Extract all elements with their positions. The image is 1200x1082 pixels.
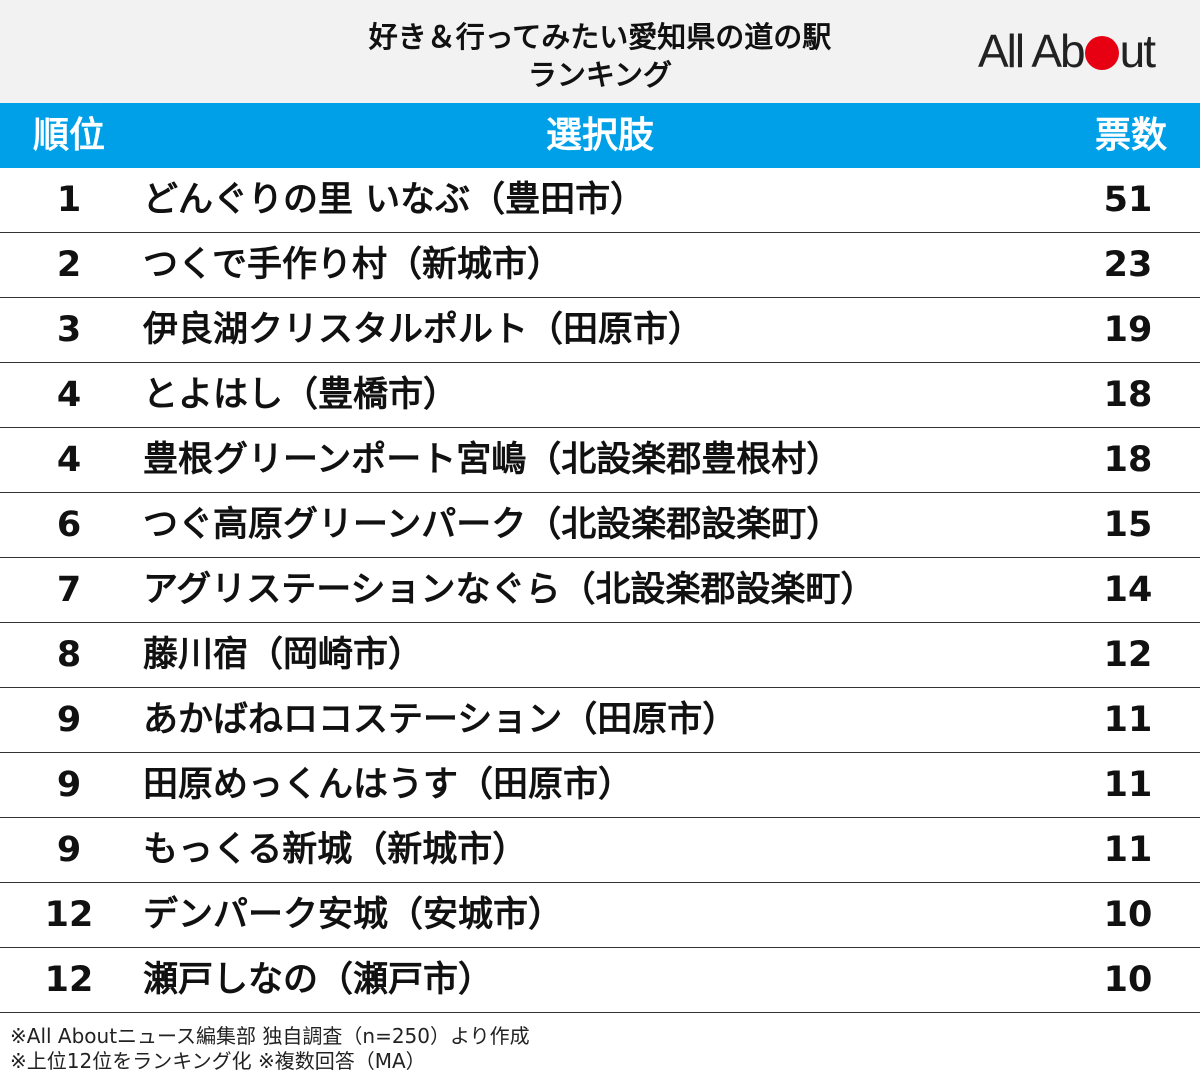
choice-cell: アグリステーションなぐら（北設楽郡設楽町） [143, 570, 876, 610]
rank-cell: 4 [56, 375, 82, 415]
votes-cell: 11 [1103, 700, 1153, 740]
votes-cell: 23 [1103, 245, 1153, 285]
choice-cell: 田原めっくんはうす（田原市） [143, 765, 634, 805]
rank-cell: 8 [56, 635, 82, 675]
logo-text-left: All Ab [978, 25, 1086, 77]
table-row: 6 つぐ高原グリーンパーク（北設楽郡設楽町） 15 [0, 493, 1200, 558]
choice-cell: もっくる新城（新城市） [143, 830, 528, 870]
choice-cell: 伊良湖クリスタルポルト（田原市） [143, 310, 704, 350]
figure-header: 好き＆行ってみたい愛知県の道の駅 ランキング All Ab ut [0, 0, 1200, 103]
votes-cell: 15 [1103, 505, 1153, 545]
table-body: 1 どんぐりの里 いなぶ（豊田市） 51 2 つくで手作り村（新城市） 23 3 伊良湖クリス… [0, 168, 1200, 1013]
table-row: 2 つくで手作り村（新城市） 23 [0, 233, 1200, 298]
rank-cell: 4 [56, 440, 82, 480]
rank-cell: 7 [56, 570, 82, 610]
title-line-1: 好き＆行ってみたい愛知県の道の駅 [368, 20, 832, 54]
table-row: 1 どんぐりの里 いなぶ（豊田市） 51 [0, 168, 1200, 233]
choice-cell: どんぐりの里 いなぶ（豊田市） [143, 180, 646, 220]
allabout-logo: All Ab ut [978, 25, 1156, 77]
table-header: 順位 選択肢 票数 [0, 103, 1200, 168]
title-line-2: ランキング [527, 58, 673, 92]
footnote-2: ※上位12位をランキング化 ※複数回答（MA） [10, 1049, 426, 1073]
choice-cell: つくで手作り村（新城市） [143, 245, 562, 285]
table-row: 9 あかばねロコステーション（田原市） 11 [0, 688, 1200, 753]
rank-cell: 1 [56, 180, 82, 220]
table-row: 7 アグリステーションなぐら（北設楽郡設楽町） 14 [0, 558, 1200, 623]
table-row: 9 田原めっくんはうす（田原市） 11 [0, 753, 1200, 818]
rank-cell: 9 [56, 700, 82, 740]
votes-cell: 14 [1103, 570, 1153, 610]
rank-cell: 12 [44, 895, 94, 935]
rank-cell: 3 [56, 310, 82, 350]
votes-cell: 51 [1103, 180, 1153, 220]
figure-title: 好き＆行ってみたい愛知県の道の駅 ランキング [300, 18, 900, 94]
table-row: 8 藤川宿（岡崎市） 12 [0, 623, 1200, 688]
table-row: 12 瀬戸しなの（瀬戸市） 10 [0, 948, 1200, 1013]
rank-cell: 6 [56, 505, 82, 545]
column-header-votes: 票数 [1094, 115, 1167, 156]
votes-cell: 11 [1103, 765, 1153, 805]
votes-cell: 10 [1103, 895, 1153, 935]
rank-cell: 9 [56, 765, 82, 805]
votes-cell: 12 [1103, 635, 1153, 675]
column-header-choice: 選択肢 [545, 115, 654, 156]
rank-cell: 9 [56, 830, 82, 870]
choice-cell: とよはし（豊橋市） [143, 375, 459, 415]
table-row: 9 もっくる新城（新城市） 11 [0, 818, 1200, 883]
votes-cell: 10 [1103, 960, 1153, 1000]
table-row: 4 豊根グリーンポート宮嶋（北設楽郡豊根村） 18 [0, 428, 1200, 493]
choice-cell: つぐ高原グリーンパーク（北設楽郡設楽町） [143, 505, 842, 545]
logo-text-right: ut [1119, 25, 1156, 77]
choice-cell: あかばねロコステーション（田原市） [143, 700, 738, 740]
logo-dot-icon [1084, 36, 1119, 70]
choice-cell: 豊根グリーンポート宮嶋（北設楽郡豊根村） [143, 440, 842, 480]
table-row: 3 伊良湖クリスタルポルト（田原市） 19 [0, 298, 1200, 363]
votes-cell: 18 [1103, 375, 1153, 415]
table-row: 12 デンパーク安城（安城市） 10 [0, 883, 1200, 948]
footnote-1: ※All Aboutニュース編集部 独自調査（n=250）より作成 [10, 1024, 530, 1048]
column-header-rank: 順位 [32, 115, 105, 156]
choice-cell: デンパーク安城（安城市） [143, 895, 564, 935]
votes-cell: 19 [1103, 310, 1153, 350]
rank-cell: 12 [44, 960, 94, 1000]
choice-cell: 瀬戸しなの（瀬戸市） [143, 960, 494, 1000]
rank-cell: 2 [56, 245, 82, 285]
votes-cell: 11 [1103, 830, 1153, 870]
footnotes: ※All Aboutニュース編集部 独自調査（n=250）より作成 ※上位12位… [10, 1024, 1190, 1074]
votes-cell: 18 [1103, 440, 1153, 480]
table-row: 4 とよはし（豊橋市） 18 [0, 363, 1200, 428]
choice-cell: 藤川宿（岡崎市） [143, 635, 424, 675]
